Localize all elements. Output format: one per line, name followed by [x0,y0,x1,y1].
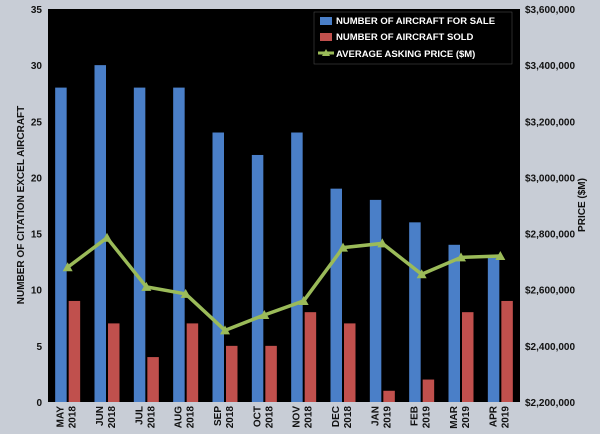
bar-sold [186,323,199,402]
y-tick-label: 5 [36,342,42,353]
bar-sold [344,323,356,402]
bar-for-sale [94,65,106,403]
bar-for-sale [251,154,264,402]
bar-sold [68,300,81,402]
x-tick-month: MAY [56,406,67,428]
legend: NUMBER OF AIRCRAFT FOR SALE NUMBER OF AI… [313,11,513,65]
bars-layer [55,65,513,403]
x-tick-year: 2019 [461,406,472,429]
legend-swatch-sold [320,33,332,41]
price-marker [62,262,73,272]
bar-for-sale [133,87,146,402]
x-tick-month: JUN [95,406,106,426]
bar-sold [265,345,277,402]
x-tick-year: 2019 [500,406,511,429]
bar-sold [422,379,435,402]
bar-for-sale [330,188,342,402]
y2-tick-label: $3,400,000 [525,61,575,72]
x-tick-year: 2018 [146,406,157,429]
left-axis-ticks: 0 5 10 15 20 25 30 35 [31,5,43,409]
price-marker [180,288,191,298]
x-tick-month: APR [488,405,499,427]
y-tick-label: 10 [31,286,43,297]
price-line-layer [62,232,506,335]
price-marker [338,242,348,252]
price-marker [220,325,230,335]
bar-for-sale [55,87,67,402]
x-tick-year: 2018 [225,406,236,429]
x-tick-year: 2019 [382,406,393,429]
price-marker [141,281,152,291]
y2-axis-title: PRICE ($M) [577,178,588,232]
bar-for-sale [291,132,303,402]
bar-for-sale [369,199,382,402]
y2-tick-label: $2,200,000 [525,398,575,409]
bar-sold [108,323,120,402]
y2-tick-label: $3,000,000 [525,173,575,184]
y-tick-label: 0 [36,398,42,409]
price-marker [259,309,270,319]
y-axis-title: NUMBER OF CITATION EXCEL AIRCRAFT [16,106,27,305]
y2-tick-label: $3,200,000 [525,117,575,128]
x-tick-month: MAR [449,405,460,429]
bar-for-sale [173,87,185,402]
bar-sold [462,312,474,402]
legend-label-price: AVERAGE ASKING PRICE ($M) [336,49,475,60]
x-axis-ticks: MAY 2018 JUN 2018 JUL 2018 AUG 2018 SEP 2018 OCT 20… [56,405,512,429]
price-marker [298,295,309,305]
legend-label-sold: NUMBER OF AIRCRAFT SOLD [336,32,474,43]
legend-label-for-sale: NUMBER OF AIRCRAFT FOR SALE [336,16,495,27]
x-tick-year: 2018 [186,406,197,429]
y-tick-label: 15 [31,230,43,241]
right-axis-ticks: $2,200,000 $2,400,000 $2,600,000 $2,800,000… [525,5,575,409]
x-tick-month: OCT [252,406,263,427]
price-line [66,236,501,333]
y-tick-label: 30 [31,61,43,72]
y-tick-label: 25 [31,117,43,128]
bar-for-sale [212,132,224,402]
x-tick-year: 2018 [107,406,118,429]
x-tick-year: 2018 [343,406,354,429]
price-marker [495,251,506,261]
x-tick-month: JAN [370,406,381,426]
legend-swatch-price-marker [322,49,330,56]
price-marker [377,238,388,248]
x-tick-month: FEB [410,406,421,426]
legend-box [313,11,513,65]
x-tick-month: SEP [213,406,224,426]
y2-tick-label: $2,800,000 [525,230,575,241]
bar-for-sale [409,222,421,402]
bar-sold [226,345,238,402]
bar-sold [383,390,395,402]
x-tick-month: AUG [174,406,185,428]
bar-sold [304,312,317,402]
y2-tick-label: $2,400,000 [525,342,575,353]
x-tick-year: 2018 [304,406,315,429]
bar-sold [501,300,513,402]
bar-for-sale [487,256,500,402]
y-tick-label: 20 [31,173,43,184]
x-tick-year: 2018 [68,406,79,429]
x-tick-month: JUL [134,406,145,425]
price-marker [416,269,427,279]
y-tick-label: 35 [31,5,43,16]
y2-tick-label: $2,600,000 [525,286,575,297]
bar-sold [147,357,159,402]
x-tick-month: DEC [331,406,342,427]
legend-swatch-for-sale [320,17,332,25]
plot-area [48,9,520,402]
price-marker [102,232,112,242]
x-tick-year: 2018 [264,406,275,429]
x-tick-month: NOV [292,406,303,428]
price-marker [456,252,466,262]
bar-for-sale [448,244,460,402]
x-tick-year: 2019 [422,406,433,429]
y2-tick-label: $3,600,000 [525,5,575,16]
